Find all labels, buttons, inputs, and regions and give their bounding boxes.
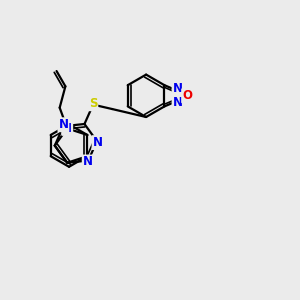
Text: N: N xyxy=(62,122,72,135)
Text: N: N xyxy=(172,96,183,110)
Text: O: O xyxy=(182,89,192,102)
Text: N: N xyxy=(58,118,68,131)
Text: N: N xyxy=(83,155,93,169)
Text: N: N xyxy=(92,136,103,149)
Text: S: S xyxy=(89,97,97,110)
Text: N: N xyxy=(172,82,183,95)
